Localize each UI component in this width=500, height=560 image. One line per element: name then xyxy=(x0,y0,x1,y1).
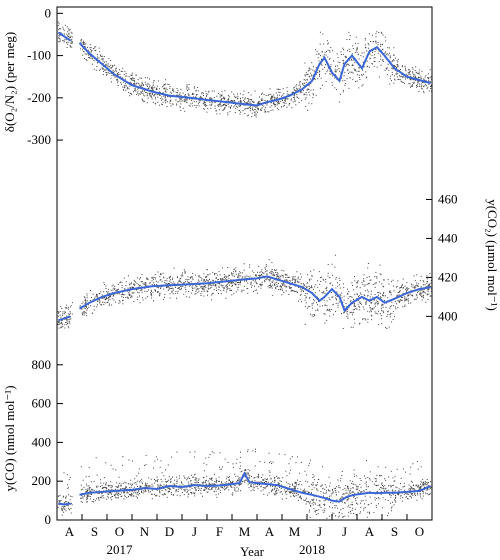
o2n2-smoothed-line-1 xyxy=(57,31,72,42)
axes: 0 -100 -200 -300 δ(O₂/N₂) (per meg) 400 420 440… xyxy=(2,5,500,557)
co2-ytick-label: 420 xyxy=(438,269,458,284)
x-month-label: D xyxy=(165,524,174,539)
o2n2-ytick-label: -200 xyxy=(27,90,51,105)
co2-ytick-label: 440 xyxy=(438,230,458,245)
co-ytick-label: 0 xyxy=(45,512,52,527)
o2n2-y-axis-label: δ(O₂/N₂) (per meg) xyxy=(2,32,17,132)
o2n2-ytick-label: 0 xyxy=(45,5,52,20)
o2n2-ytick-label: -100 xyxy=(27,48,51,63)
co-ytick-label: 800 xyxy=(32,357,52,372)
x-month-label: J xyxy=(317,524,322,539)
x-month-label: M xyxy=(239,524,251,539)
plot-frame xyxy=(56,6,433,521)
co-ytick-label: 200 xyxy=(32,473,52,488)
x-year-label: 2018 xyxy=(299,542,325,557)
x-month-label: J xyxy=(192,524,197,539)
x-month-label: S xyxy=(391,524,398,539)
smoothed-lines xyxy=(57,31,432,506)
x-month-label: J xyxy=(342,524,347,539)
co-smoothed-line-1 xyxy=(58,502,71,506)
plot-border xyxy=(56,6,433,521)
x-month-label: A xyxy=(65,524,75,539)
x-month-label: M xyxy=(289,524,301,539)
co-ytick-label: 600 xyxy=(32,396,52,411)
x-month-label: S xyxy=(91,524,98,539)
o2n2-ytick-label: -300 xyxy=(27,132,51,147)
co2-ytick-label: 460 xyxy=(438,191,458,206)
o2n2-smoothed-line-2 xyxy=(78,42,431,107)
co-y-axis-label: y(CO) (nmol mol⁻¹) xyxy=(2,385,17,491)
co2-y-axis-label: y(CO₂) (µmol mol⁻¹) xyxy=(485,199,500,311)
x-month-label: A xyxy=(365,524,375,539)
x-axis-label: Year xyxy=(240,544,265,559)
co-ytick-label: 400 xyxy=(32,434,52,449)
co2-smoothed-line-2 xyxy=(78,275,431,313)
co-smoothed-line-2 xyxy=(79,471,432,503)
co2-smoothed-line-1 xyxy=(57,315,72,322)
x-month-label: O xyxy=(115,524,124,539)
o2n2-data-points xyxy=(57,21,433,118)
co2-ytick-label: 400 xyxy=(438,308,458,323)
x-year-label: 2017 xyxy=(107,542,134,557)
x-month-label: A xyxy=(265,524,275,539)
x-month-label: F xyxy=(216,524,223,539)
x-month-label: O xyxy=(415,524,424,539)
x-month-label: N xyxy=(140,524,150,539)
